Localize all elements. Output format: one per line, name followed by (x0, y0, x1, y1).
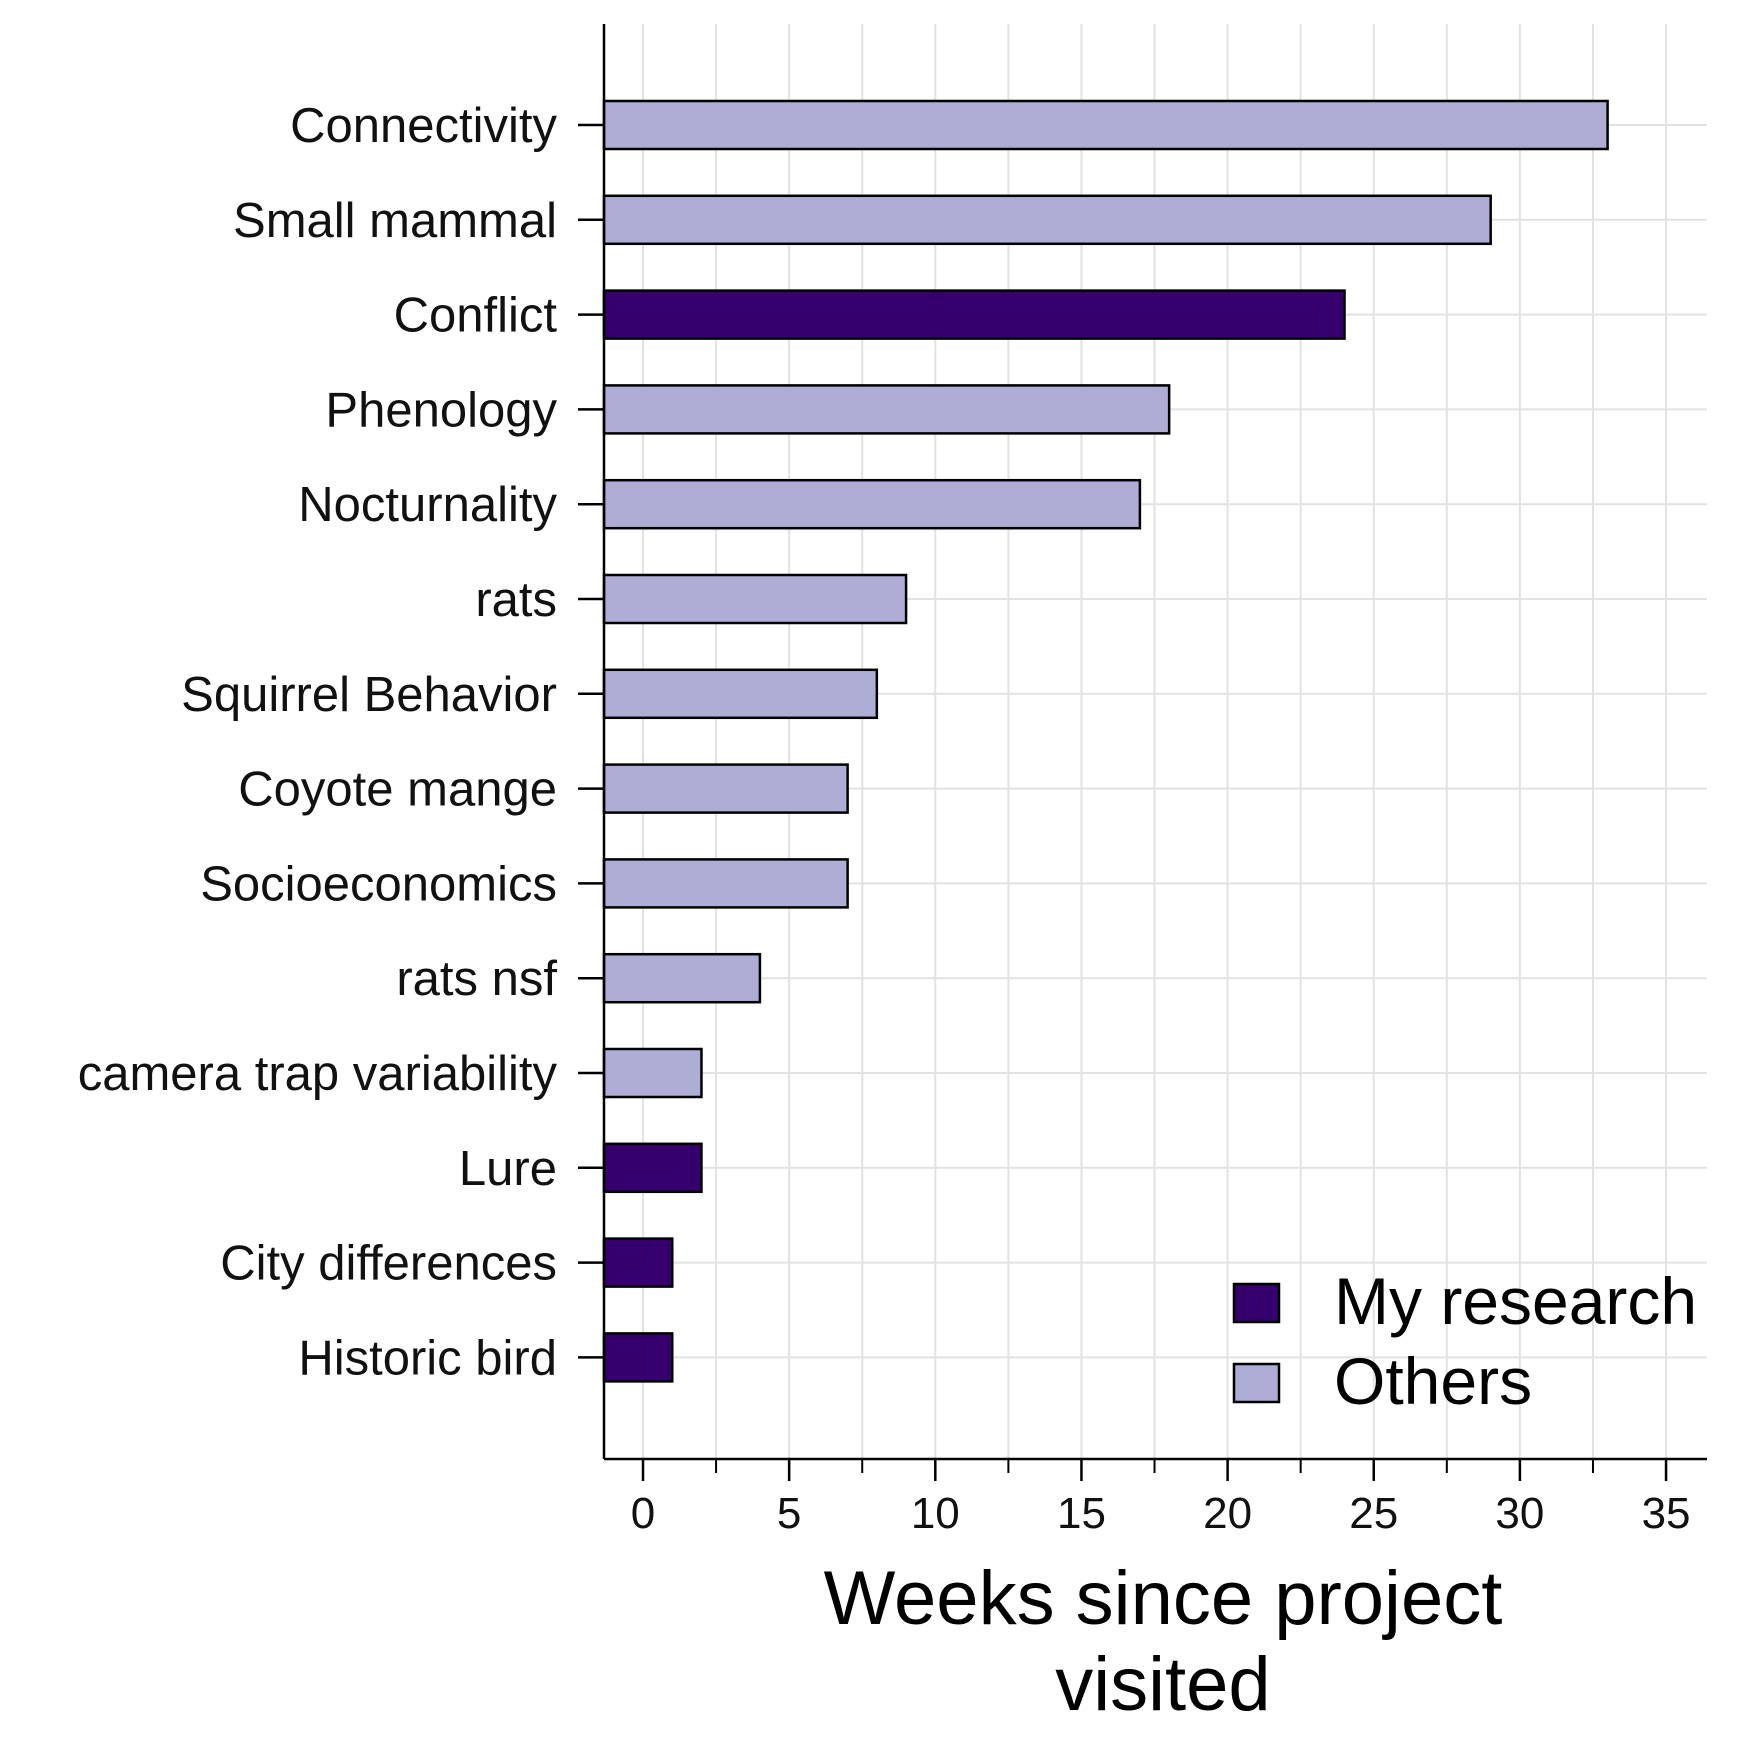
legend-label: My research (1334, 1264, 1697, 1338)
x-axis-title: Weeks since project visited (824, 1556, 1503, 1727)
y-tick-label: City differences (220, 1237, 557, 1291)
bar-small-mammal (602, 194, 1492, 246)
y-tick-label: rats nsf (396, 952, 557, 1006)
x-tick-label: 10 (911, 1489, 960, 1538)
bar-squirrel-behavior (602, 668, 879, 720)
bar-historic-bird (602, 1332, 674, 1383)
bar-nocturnality (602, 478, 1142, 530)
bar-rats-nsf (602, 952, 762, 1004)
label-layer: Connectivity Small mammal Conflict Phenolog… (78, 99, 1691, 1538)
y-tick-label: Lure (459, 1142, 557, 1196)
bar-phenology (602, 384, 1171, 435)
y-tick-label: Nocturnality (298, 478, 557, 532)
y-tick-label: Phenology (325, 383, 557, 437)
x-tick-label: 5 (777, 1489, 801, 1538)
bar-socioeconomics (602, 858, 849, 909)
axis-layer (578, 24, 1707, 1481)
bar-layer (602, 99, 1609, 1383)
bar-lure (602, 1142, 703, 1194)
x-tick-label: 35 (1642, 1489, 1691, 1538)
legend-swatch (1232, 1282, 1281, 1324)
legend-swatch (1232, 1362, 1281, 1404)
y-tick-label: Coyote mange (238, 763, 557, 817)
bar-coyote-mange (602, 763, 849, 814)
bar-connectivity (602, 99, 1609, 151)
bar-camera-trap-variability (602, 1047, 703, 1099)
y-tick-label: camera trap variability (78, 1047, 558, 1101)
y-tick-label: Socioeconomics (200, 857, 557, 911)
bar-conflict (602, 289, 1346, 340)
x-tick-label: 0 (631, 1489, 655, 1538)
x-tick-label: 15 (1057, 1489, 1106, 1538)
y-tick-label: Squirrel Behavior (181, 668, 557, 722)
bar-rats (602, 573, 908, 625)
y-tick-label: Historic bird (298, 1331, 557, 1385)
bar-city-differences (602, 1237, 674, 1288)
y-tick-label: Connectivity (290, 99, 557, 153)
x-tick-label: 30 (1495, 1489, 1544, 1538)
y-tick-label: rats (475, 573, 557, 627)
legend-label: Others (1334, 1344, 1532, 1418)
x-tick-label: 25 (1349, 1489, 1398, 1538)
x-tick-label: 20 (1203, 1489, 1252, 1538)
y-tick-label: Small mammal (233, 194, 557, 248)
y-tick-label: Conflict (394, 289, 558, 343)
